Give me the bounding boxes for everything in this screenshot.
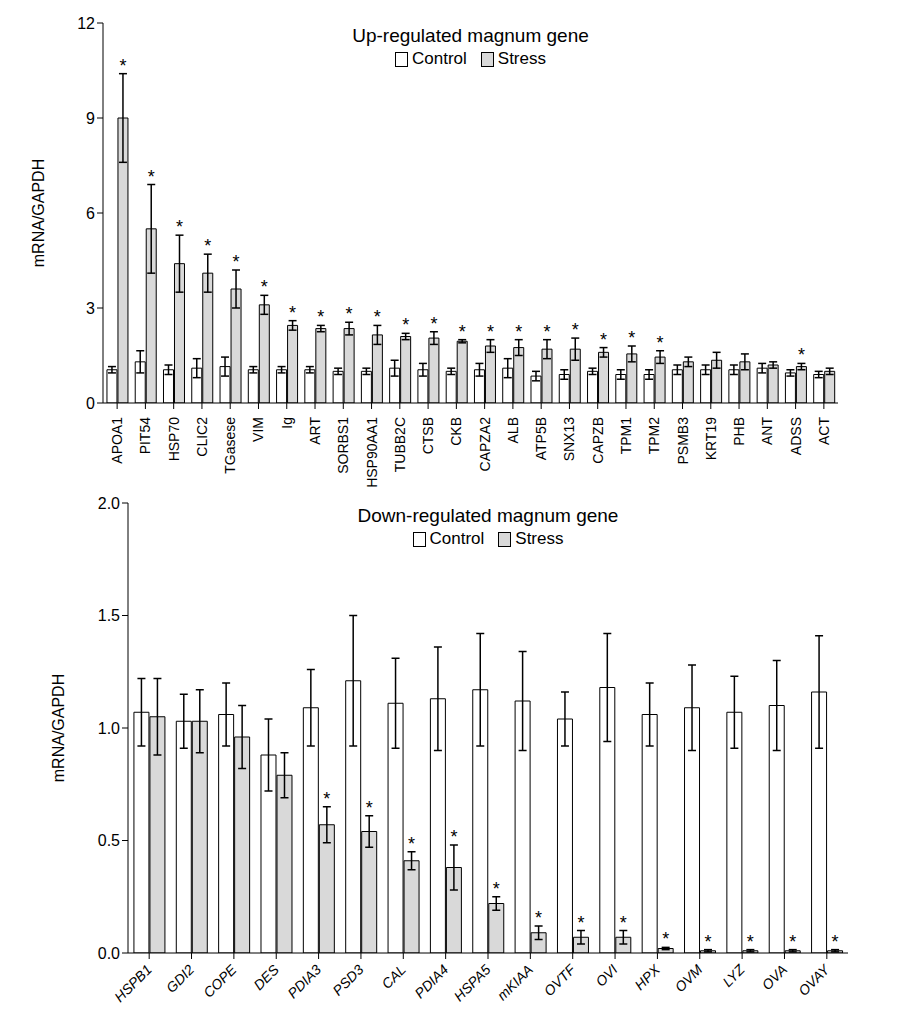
svg-text:*: * <box>148 167 155 187</box>
svg-text:*: * <box>261 277 268 297</box>
svg-text:0.5: 0.5 <box>98 832 120 849</box>
html-text:Down-regulated magnum gene: Down-regulated magnum gene <box>357 505 619 526</box>
svg-text:SORBS1: SORBS1 <box>335 417 351 474</box>
svg-text:OVTF: OVTF <box>541 960 580 999</box>
svg-text:ANT: ANT <box>759 417 775 445</box>
svg-text:*: * <box>430 314 437 334</box>
svg-text:ADSS: ADSS <box>788 417 804 455</box>
svg-text:CAPZB: CAPZB <box>590 417 606 464</box>
svg-text:*: * <box>705 932 712 952</box>
svg-text:APOA1: APOA1 <box>109 417 125 464</box>
svg-text:PDIA3: PDIA3 <box>284 961 324 1001</box>
svg-text:*: * <box>789 932 796 952</box>
svg-text:*: * <box>450 827 457 847</box>
svg-text:*: * <box>402 315 409 335</box>
svg-text:OVAY: OVAY <box>795 960 834 999</box>
svg-text:TGasese: TGasese <box>222 417 238 474</box>
svg-text:*: * <box>600 330 607 350</box>
svg-text:ACT: ACT <box>816 417 832 445</box>
svg-text:*: * <box>798 345 805 365</box>
svg-text:VIM: VIM <box>250 417 266 442</box>
svg-text:OVA: OVA <box>758 961 790 993</box>
svg-text:*: * <box>543 322 550 342</box>
svg-text:*: * <box>572 320 579 340</box>
svg-text:HSPA5: HSPA5 <box>451 961 494 1004</box>
html-text:Stress: Stress <box>497 49 546 68</box>
svg-text:*: * <box>832 932 839 952</box>
svg-text:LYZ: LYZ <box>719 961 748 990</box>
svg-text:*: * <box>493 879 500 899</box>
svg-text:9: 9 <box>86 110 95 127</box>
svg-text:mKIAA: mKIAA <box>494 961 536 1003</box>
svg-text:OVM: OVM <box>672 961 706 995</box>
svg-text:*: * <box>323 789 330 809</box>
svg-text:2.0: 2.0 <box>98 495 120 512</box>
svg-text:DES: DES <box>250 961 282 993</box>
svg-text:*: * <box>408 834 415 854</box>
svg-text:12: 12 <box>77 15 95 32</box>
svg-text:CLIC2: CLIC2 <box>194 417 210 457</box>
svg-text:*: * <box>176 217 183 237</box>
svg-text:mRNA/GAPDH: mRNA/GAPDH <box>30 159 47 267</box>
svg-text:*: * <box>317 307 324 327</box>
svg-text:KRT19: KRT19 <box>703 417 719 461</box>
svg-text:OVI: OVI <box>592 961 620 989</box>
svg-text:mRNA/GAPDH: mRNA/GAPDH <box>50 674 67 782</box>
svg-text:*: * <box>346 304 353 324</box>
svg-text:CKB: CKB <box>448 417 464 446</box>
svg-text:TUBB2C: TUBB2C <box>392 417 408 472</box>
svg-text:*: * <box>535 908 542 928</box>
svg-text:PDIA4: PDIA4 <box>411 961 451 1001</box>
html-text:Up-regulated magnum gene: Up-regulated magnum gene <box>352 25 589 46</box>
svg-text:GDI2: GDI2 <box>163 961 198 996</box>
svg-text:*: * <box>204 236 211 256</box>
svg-text:ALB: ALB <box>505 417 521 443</box>
svg-text:CAL: CAL <box>378 961 409 992</box>
svg-text:PSD3: PSD3 <box>329 961 366 998</box>
svg-text:*: * <box>374 307 381 327</box>
svg-text:CTSB: CTSB <box>420 417 436 454</box>
svg-text:*: * <box>577 913 584 933</box>
svg-text:PHB: PHB <box>731 417 747 446</box>
svg-text:TPM1: TPM1 <box>618 417 634 455</box>
svg-text:*: * <box>119 56 126 76</box>
svg-text:*: * <box>366 798 373 818</box>
svg-text:COPE: COPE <box>200 961 240 1001</box>
svg-text:*: * <box>662 929 669 949</box>
html-text:Stress: Stress <box>515 529 564 548</box>
svg-text:*: * <box>487 322 494 342</box>
svg-text:*: * <box>657 333 664 353</box>
svg-text:ATP5B: ATP5B <box>533 417 549 460</box>
svg-text:*: * <box>515 322 522 342</box>
svg-text:*: * <box>289 303 296 323</box>
svg-text:*: * <box>628 328 635 348</box>
svg-text:3: 3 <box>86 300 95 317</box>
svg-text:ART: ART <box>307 417 323 445</box>
svg-text:HSP70: HSP70 <box>166 417 182 462</box>
svg-text:1.0: 1.0 <box>98 720 120 737</box>
svg-text:*: * <box>620 913 627 933</box>
svg-text:0.0: 0.0 <box>98 945 120 962</box>
svg-text:PSMB3: PSMB3 <box>675 417 691 465</box>
html-text:Control: Control <box>429 529 485 548</box>
svg-text:HSP90AA1: HSP90AA1 <box>364 417 380 488</box>
html-text:Control: Control <box>412 49 467 68</box>
svg-text:TPM2: TPM2 <box>646 417 662 455</box>
svg-text:*: * <box>459 322 466 342</box>
svg-text:*: * <box>233 252 240 272</box>
svg-text:PIT54: PIT54 <box>137 417 153 455</box>
svg-text:SNX13: SNX13 <box>561 417 577 462</box>
svg-text:6: 6 <box>86 205 95 222</box>
svg-text:*: * <box>747 932 754 952</box>
svg-text:HPX: HPX <box>631 961 663 993</box>
svg-text:CAPZA2: CAPZA2 <box>477 417 493 472</box>
svg-text:1.5: 1.5 <box>98 607 120 624</box>
svg-text:0: 0 <box>86 395 95 412</box>
svg-text:Ig: Ig <box>279 417 295 429</box>
svg-text:HSPB1: HSPB1 <box>111 961 155 1005</box>
